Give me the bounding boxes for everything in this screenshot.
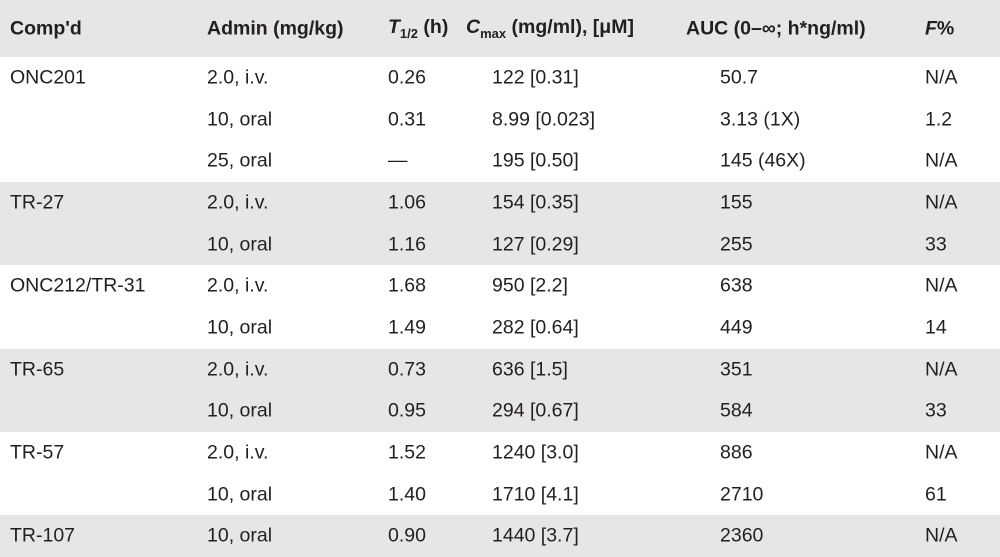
table-cell: 950 [2.2] <box>492 274 568 297</box>
table-cell: 2.0, i.v. <box>207 66 269 89</box>
group-band <box>0 432 1000 516</box>
header-text: % <box>936 16 955 39</box>
table-cell: 10, oral <box>207 399 273 422</box>
table-cell: 1.06 <box>388 191 426 214</box>
table-cell: 33 <box>925 232 947 255</box>
table-cell: 1.68 <box>388 274 426 297</box>
compound-name: TR-107 <box>10 524 76 547</box>
table-cell: 2.0, i.v. <box>207 274 269 297</box>
table-cell: 886 <box>720 441 753 464</box>
table-cell: 636 [1.5] <box>492 357 568 380</box>
group-band <box>0 515 1000 557</box>
table-cell: N/A <box>925 524 958 547</box>
table-cell: N/A <box>925 357 958 380</box>
table-cell: 294 [0.67] <box>492 399 579 422</box>
table-cell: 1440 [3.7] <box>492 524 579 547</box>
table-cell: 155 <box>720 191 753 214</box>
table-cell: 33 <box>925 399 947 422</box>
table-cell: 1240 [3.0] <box>492 441 579 464</box>
compound-name: ONC212/TR-31 <box>10 274 146 297</box>
table-cell: 10, oral <box>207 316 273 339</box>
table-cell: 10, oral <box>207 107 273 130</box>
header-text: Admin (mg/kg) <box>207 16 344 39</box>
header-text: AUC (0–∞; h*ng/ml) <box>686 16 866 39</box>
table-cell: 2.0, i.v. <box>207 191 269 214</box>
table-cell: 0.26 <box>388 66 426 89</box>
compound-name: TR-27 <box>10 191 65 214</box>
table-cell: N/A <box>925 274 958 297</box>
table-cell: 2710 <box>720 482 764 505</box>
header-text: Comp'd <box>10 16 82 39</box>
table-cell: 0.73 <box>388 357 426 380</box>
header-symbol: F <box>925 16 937 39</box>
table-cell: 1.16 <box>388 232 426 255</box>
table-cell: N/A <box>925 149 958 172</box>
header-subscript: max <box>480 25 507 41</box>
table-cell: 2.0, i.v. <box>207 441 269 464</box>
table-cell: 3.13 (1X) <box>720 107 801 130</box>
table-cell: 8.99 [0.023] <box>492 107 596 130</box>
table-cell: 122 [0.31] <box>492 66 579 89</box>
header-text: (h) <box>418 15 449 38</box>
table-cell: 584 <box>720 399 753 422</box>
header-row <box>0 0 1000 57</box>
header-subscript: 1/2 <box>399 25 418 41</box>
group-band <box>0 57 1000 182</box>
table-cell: 0.90 <box>388 524 426 547</box>
table-cell: N/A <box>925 66 958 89</box>
table-cell: 10, oral <box>207 232 273 255</box>
table-cell: 638 <box>720 274 753 297</box>
group-band <box>0 182 1000 266</box>
table-cell: 351 <box>720 357 753 380</box>
header-cell: Comp'd <box>10 16 82 39</box>
compound-name: TR-57 <box>10 441 65 464</box>
table-cell: 1.40 <box>388 482 426 505</box>
compound-name: ONC201 <box>10 66 86 89</box>
table-cell: 1.2 <box>925 107 953 130</box>
table-cell: 1.52 <box>388 441 426 464</box>
table-cell: 154 [0.35] <box>492 191 579 214</box>
table-cell: 2360 <box>720 524 764 547</box>
group-band <box>0 265 1000 349</box>
header-cell: Cmax (mg/ml), [μM] <box>466 15 634 41</box>
table-cell: 127 [0.29] <box>492 232 579 255</box>
table-cell: 282 [0.64] <box>492 316 579 339</box>
header-cell: AUC (0–∞; h*ng/ml) <box>686 16 866 39</box>
table-cell: 61 <box>925 482 947 505</box>
header-cell: F% <box>925 16 955 39</box>
table-cell: 50.7 <box>720 66 758 89</box>
table-cell: 0.95 <box>388 399 426 422</box>
table-cell: N/A <box>925 191 958 214</box>
header-cell: T1/2 (h) <box>388 15 449 41</box>
header-cell: Admin (mg/kg) <box>207 16 344 39</box>
table-cell: N/A <box>925 441 958 464</box>
table-cell: 10, oral <box>207 524 273 547</box>
header-symbol: T <box>388 15 400 38</box>
compound-name: TR-65 <box>10 357 65 380</box>
table-cell: 145 (46X) <box>720 149 806 172</box>
table-cell: 195 [0.50] <box>492 149 579 172</box>
table-cell: 255 <box>720 232 753 255</box>
table-cell: 1710 [4.1] <box>492 482 579 505</box>
table-cell: 0.31 <box>388 107 426 130</box>
header-symbol: C <box>466 15 481 38</box>
header-text: (mg/ml), [μM] <box>506 15 634 38</box>
table-cell: 2.0, i.v. <box>207 357 269 380</box>
table-cell: 1.49 <box>388 316 426 339</box>
table-cell: 14 <box>925 316 947 339</box>
table-cell: 25, oral <box>207 149 273 172</box>
table-cell: — <box>388 149 408 172</box>
group-band <box>0 348 1000 433</box>
table-cell: 449 <box>720 316 753 339</box>
table-cell: 10, oral <box>207 482 273 505</box>
